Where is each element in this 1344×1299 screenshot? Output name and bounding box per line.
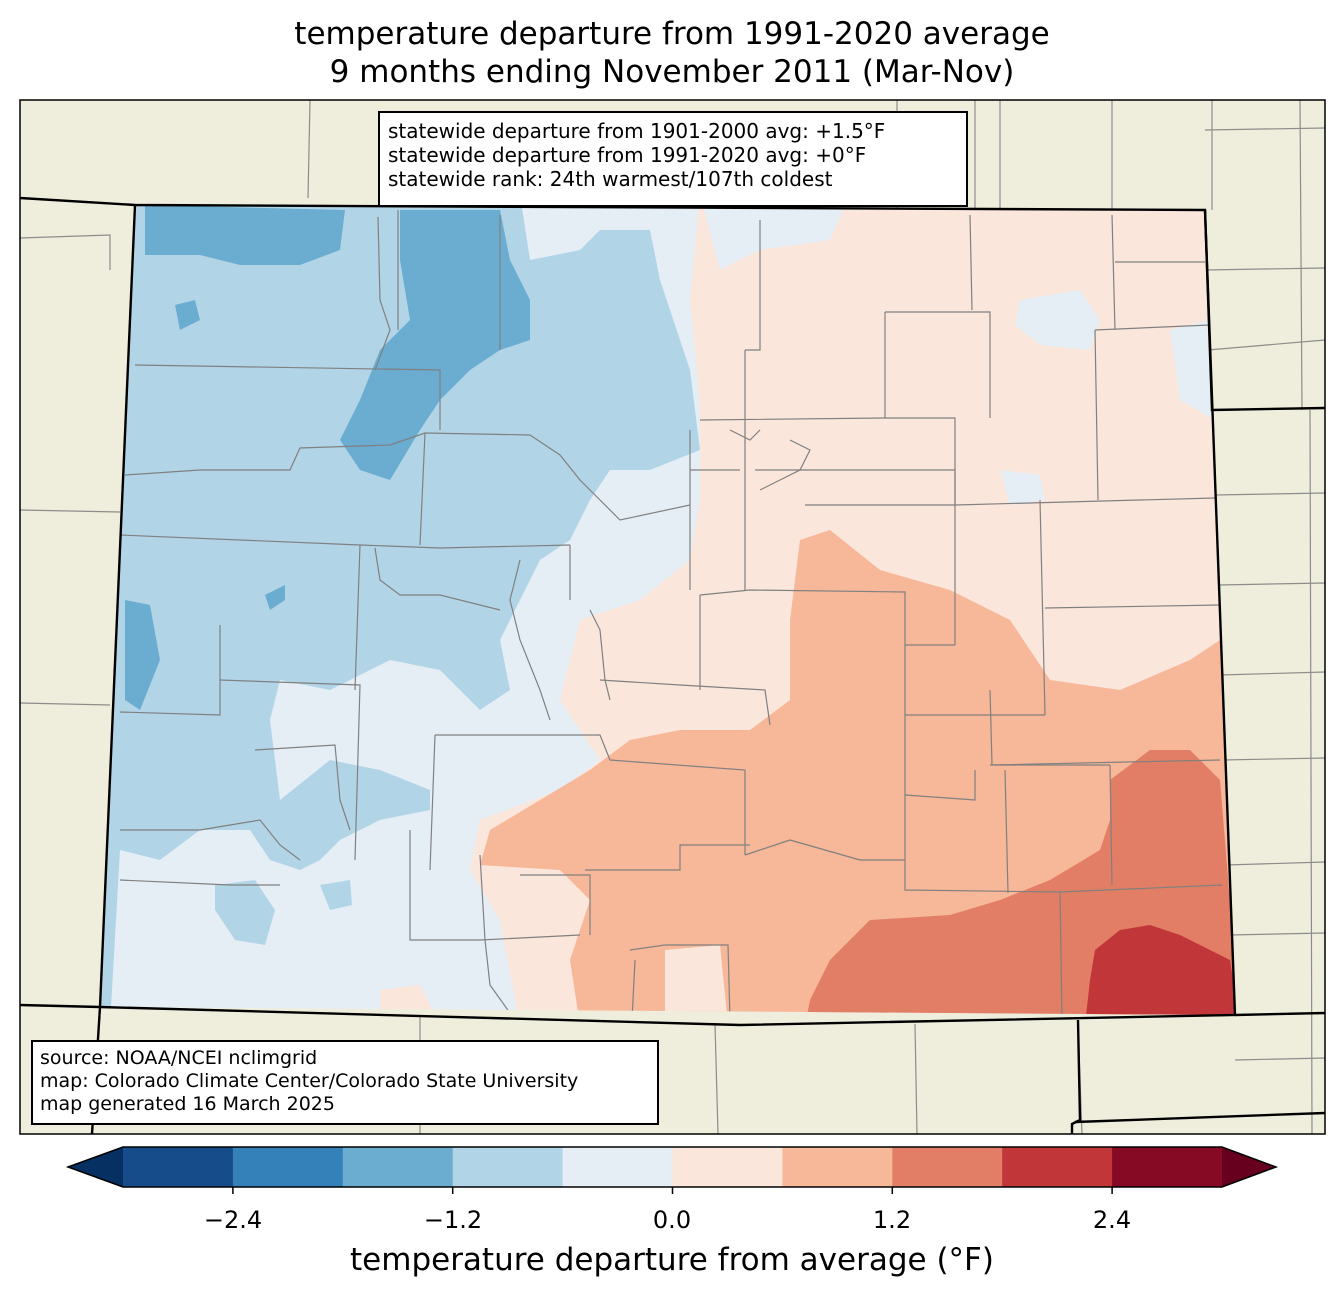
colorbar-tick-label: 1.2 (872, 1206, 912, 1234)
statewide-stats-box: statewide departure from 1901-2000 avg: … (378, 111, 968, 207)
colorbar-tick-label: 0.0 (652, 1206, 692, 1234)
stats-rank: statewide rank: 24th warmest/107th colde… (388, 167, 833, 191)
map-frame-border (19, 99, 1326, 1135)
source-line: source: NOAA/NCEI nclimgrid (40, 1047, 318, 1069)
colorbar-tick-label: −1.2 (423, 1206, 483, 1234)
colorbar-title: temperature departure from average (°F) (350, 1242, 994, 1278)
map-title-line-2: 9 months ending November 2011 (Mar-Nov) (329, 54, 1015, 90)
map-generated-line: map generated 16 March 2025 (40, 1093, 335, 1115)
colorbar-tick-label: −2.4 (203, 1206, 263, 1234)
map-title-line-1: temperature departure from 1991-2020 ave… (294, 16, 1050, 52)
colorbar-tick-label: 2.4 (1092, 1206, 1132, 1234)
county-lines (119, 210, 1223, 1015)
map-credit-line: map: Colorado Climate Center/Colorado St… (40, 1070, 579, 1092)
neighbor-county-lines (20, 100, 1325, 1134)
source-box: source: NOAA/NCEI nclimgrid map: Colorad… (31, 1040, 659, 1125)
temperature-shading (100, 205, 1235, 1015)
stats-departure-1901-2000: statewide departure from 1901-2000 avg: … (388, 119, 886, 143)
stats-departure-1991-2020: statewide departure from 1991-2020 avg: … (388, 143, 867, 167)
